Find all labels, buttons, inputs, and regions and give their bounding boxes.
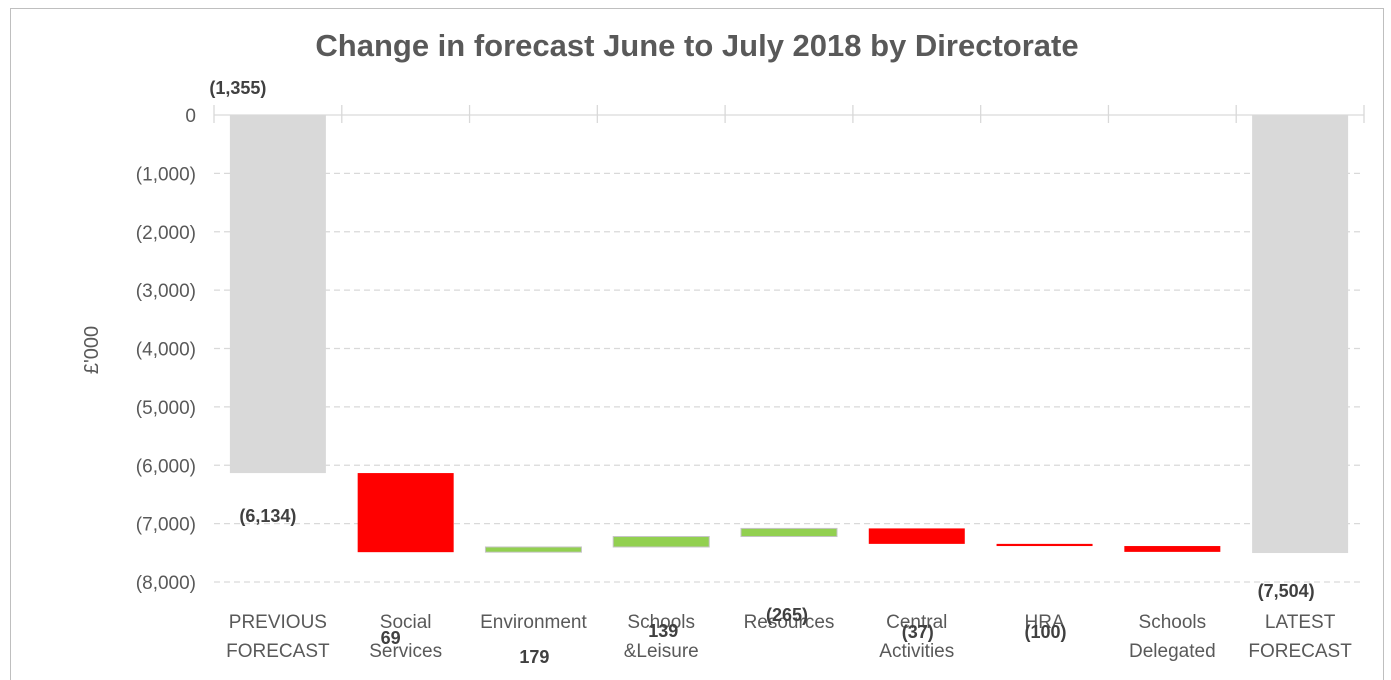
data-label: 69 — [381, 628, 401, 648]
bar-total — [229, 115, 326, 474]
x-axis — [213, 105, 1365, 123]
bar-total — [1252, 115, 1349, 554]
y-tick-label: (8,000) — [136, 573, 196, 594]
category-label: Environment — [480, 612, 587, 633]
bars — [229, 115, 1349, 554]
y-tick-label: (4,000) — [136, 340, 196, 361]
category-label: HRA — [1024, 612, 1064, 633]
chart-frame: Change in forecast June to July 2018 by … — [10, 8, 1384, 680]
category-label-line: FORECAST — [1248, 641, 1352, 662]
bar-increase — [868, 528, 965, 544]
category-label-line: Central — [886, 612, 947, 633]
y-tick-label: (6,000) — [136, 456, 196, 477]
bar-increase — [357, 473, 454, 553]
y-tick-label: (3,000) — [136, 281, 196, 302]
category-label-line: Delegated — [1129, 641, 1216, 662]
category-label: Schools Delegated — [1129, 612, 1216, 662]
y-tick-label: (2,000) — [136, 223, 196, 244]
category-label: PREVIOUS FORECAST — [226, 612, 330, 662]
data-label: (7,504) — [1258, 581, 1315, 601]
category-labels: PREVIOUS FORECAST Social Services Environmen… — [226, 612, 1352, 662]
category-label: LATEST FORECAST — [1248, 612, 1352, 662]
category-label-line: Schools — [1139, 612, 1207, 633]
waterfall-chart: Change in forecast June to July 2018 by … — [81, 28, 1365, 667]
category-label: Schools &Leisure — [624, 612, 699, 662]
bar-decrease — [740, 527, 838, 538]
y-tick-label: (1,000) — [136, 164, 196, 185]
category-label-line: Services — [369, 641, 442, 662]
data-label: (100) — [1025, 622, 1067, 642]
category-label-line: Resources — [744, 612, 835, 633]
bar-decrease — [484, 546, 582, 553]
data-label: (1,355) — [209, 78, 266, 98]
category-label: Resources — [744, 612, 835, 633]
chart-title: Change in forecast June to July 2018 by … — [315, 28, 1078, 63]
category-label-line: FORECAST — [226, 641, 330, 662]
y-axis-title: £'000 — [81, 326, 103, 374]
category-label-line: Schools — [627, 612, 695, 633]
category-label: Central Activities — [879, 612, 954, 662]
bar-decrease — [612, 536, 710, 548]
y-tick-label: (7,000) — [136, 515, 196, 536]
category-label-line: PREVIOUS — [229, 612, 327, 633]
category-label-line: HRA — [1024, 612, 1064, 633]
data-label: (37) — [902, 622, 934, 642]
category-label-line: Environment — [480, 612, 587, 633]
data-labels: (1,355) (6,134) 69 179 139 (265) (37) (100) (7,5… — [209, 78, 1314, 667]
category-label-line: Social — [380, 612, 432, 633]
category-label-line: LATEST — [1265, 612, 1336, 633]
data-label: (265) — [766, 605, 808, 625]
y-tick-label: 0 — [185, 106, 196, 127]
data-label: 139 — [648, 621, 678, 641]
category-label: Social Services — [369, 612, 442, 662]
data-label: 179 — [519, 647, 549, 667]
bar-increase — [996, 543, 1093, 547]
bar-increase — [1124, 546, 1221, 552]
y-tick-label: (5,000) — [136, 398, 196, 419]
y-axis-tick-labels: 0 (1,000) (2,000) (3,000) (4,000) (5,000) (6,0… — [136, 106, 196, 594]
category-label-line: &Leisure — [624, 641, 699, 662]
data-label: (6,134) — [239, 506, 296, 526]
category-label-line: Activities — [879, 641, 954, 662]
